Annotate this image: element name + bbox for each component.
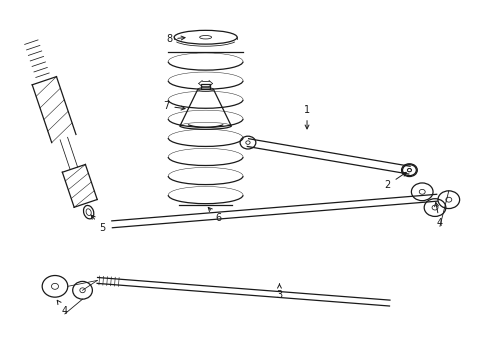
Text: 8: 8 <box>166 34 185 44</box>
Text: 5: 5 <box>91 215 105 233</box>
Text: 4: 4 <box>57 300 68 316</box>
Text: 1: 1 <box>304 105 310 129</box>
Text: 7: 7 <box>163 101 185 111</box>
Bar <box>201 84 210 89</box>
Text: 3: 3 <box>276 284 283 300</box>
Text: 4: 4 <box>435 202 443 228</box>
Text: 6: 6 <box>208 207 221 223</box>
Text: 2: 2 <box>385 172 406 190</box>
